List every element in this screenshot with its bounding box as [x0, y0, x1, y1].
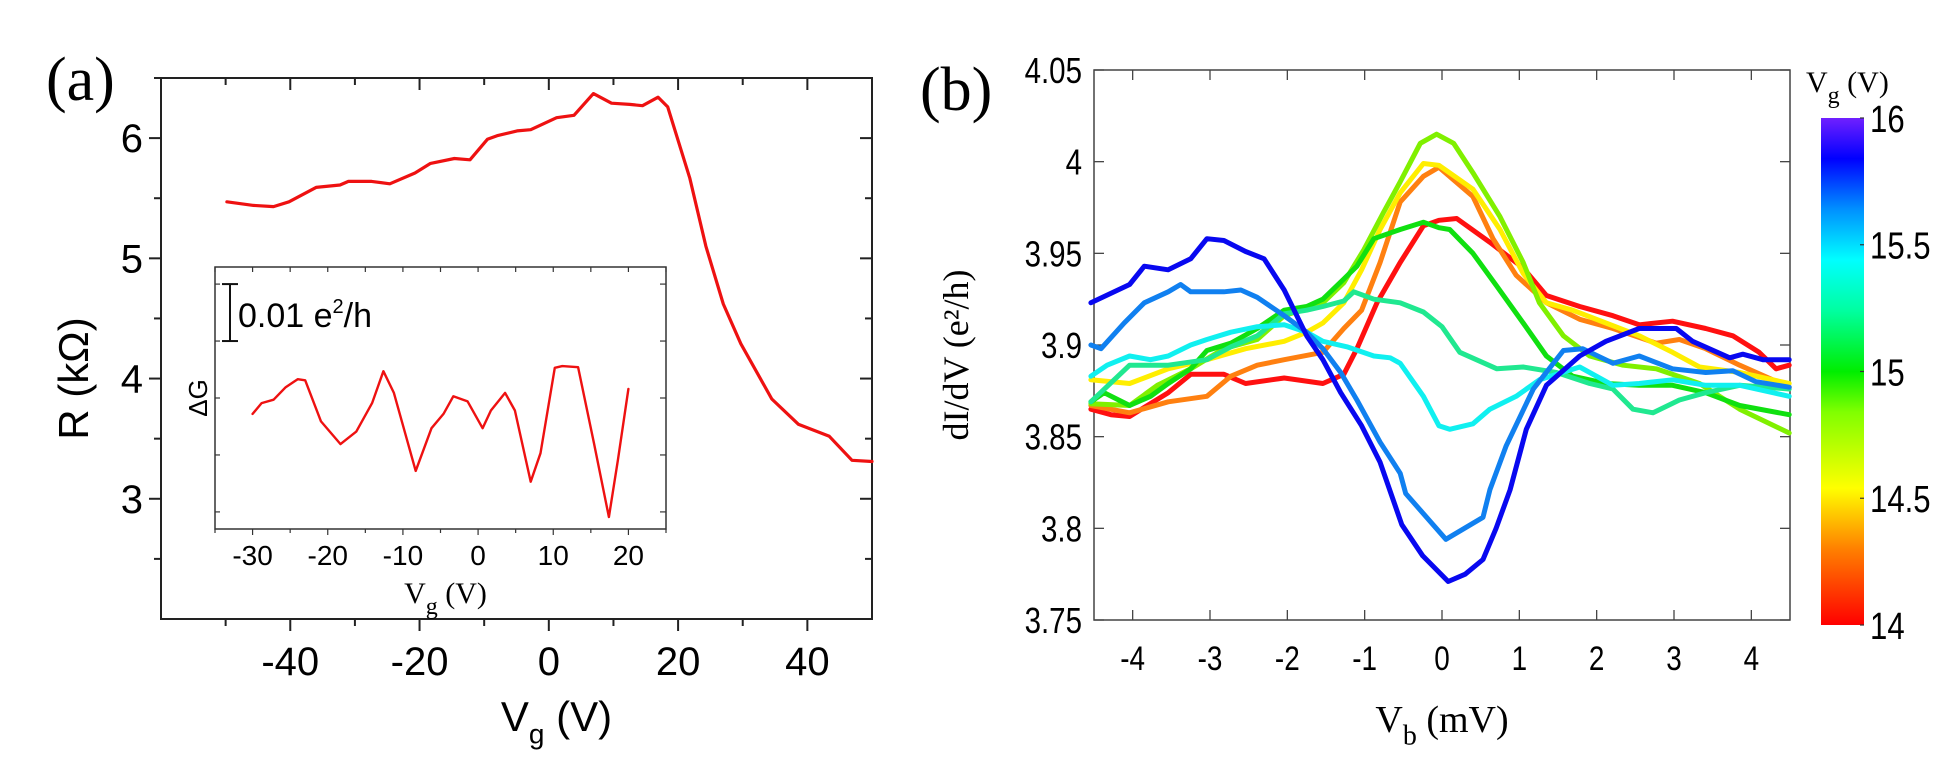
y-tick-label: 5 — [121, 237, 143, 281]
y-tick-label: 4 — [121, 358, 143, 402]
panel-a-chart: -40 -20 0 20 40 3 4 5 6 Vg (V) R (kΩ) — [50, 77, 874, 750]
x-tick-label: 4 — [1744, 639, 1760, 677]
y-tick-label: 3.8 — [1041, 509, 1082, 549]
y-tick-label: 6 — [121, 117, 143, 161]
inset-x-tick-label: 10 — [538, 540, 569, 571]
y-tick-label: 3.85 — [1025, 417, 1082, 457]
x-tick-label: 3 — [1666, 639, 1682, 677]
x-tick-label: 40 — [785, 640, 830, 684]
colorbar-tick-label: 15 — [1870, 353, 1905, 395]
inset-x-axis-label: Vg (V) — [404, 577, 487, 620]
y-tick-label: 3 — [121, 478, 143, 522]
x-tick-label: -4 — [1120, 639, 1145, 677]
inset-y-axis-label: ΔG — [183, 379, 213, 417]
inset-x-tick-label: 0 — [470, 540, 486, 571]
colorbar-tick-label: 14 — [1870, 606, 1905, 648]
x-tick-label: -2 — [1275, 639, 1300, 677]
colorbar-tick-label: 16 — [1870, 99, 1905, 141]
panel-b-label: (b) — [920, 56, 992, 124]
data-series-line-8 — [1088, 236, 1792, 584]
plot-frame — [160, 77, 873, 620]
y-tick-label: 3.75 — [1025, 600, 1082, 640]
scale-bar-label: 0.01 e2/h — [238, 296, 372, 335]
data-series-line-0 — [251, 364, 630, 519]
inset-x-tick-label: -30 — [232, 540, 272, 571]
y-tick-label: 3.9 — [1041, 325, 1082, 365]
x-tick-label: -40 — [261, 640, 319, 684]
x-axis-label: Vb (mV) — [1375, 699, 1508, 752]
y-axis-label: R (kΩ) — [50, 317, 97, 439]
x-tick-label: -20 — [391, 640, 449, 684]
inset-x-tick-label: 20 — [613, 540, 644, 571]
data-series-line-5 — [1088, 289, 1792, 416]
x-tick-label: 0 — [1434, 639, 1450, 677]
inset-x-tick-label: -10 — [383, 540, 423, 571]
x-axis-label: Vg (V) — [501, 693, 612, 750]
panel-b-chart: -4 -3 -2 -1 0 1 2 3 4 3.75 3.8 3.85 3.9 3.95 4 4.05 Vb (… — [936, 50, 1792, 752]
x-tick-label: -1 — [1352, 639, 1377, 677]
y-tick-label: 4.05 — [1025, 50, 1082, 90]
x-tick-label: 0 — [538, 640, 560, 684]
y-tick-label: 3.95 — [1025, 234, 1082, 274]
colorbar-fill — [1821, 118, 1864, 625]
panel-a-label: (a) — [46, 46, 115, 114]
y-tick-label: 4 — [1066, 142, 1082, 182]
x-tick-label: -3 — [1198, 639, 1223, 677]
colorbar-tick-label: 14.5 — [1870, 479, 1931, 521]
data-series-line-2 — [1088, 161, 1792, 386]
colorbar-title: Vg (V) — [1806, 66, 1889, 109]
data-series-line-7 — [1088, 282, 1792, 542]
colorbar-tick-label: 15.5 — [1870, 226, 1931, 268]
panel-a-inset-chart: -30 -20 -10 0 10 20 Vg (V) ΔG 0.01 e2/h — [183, 266, 667, 620]
x-tick-label: 20 — [656, 640, 701, 684]
inset-x-tick-label: -20 — [308, 540, 348, 571]
y-axis-label: dI/dV (e²/h) — [936, 269, 976, 440]
x-tick-label: 1 — [1512, 639, 1528, 677]
data-series-line-6 — [1088, 322, 1792, 432]
data-series-line-0 — [225, 92, 874, 464]
x-tick-label: 2 — [1589, 639, 1605, 677]
